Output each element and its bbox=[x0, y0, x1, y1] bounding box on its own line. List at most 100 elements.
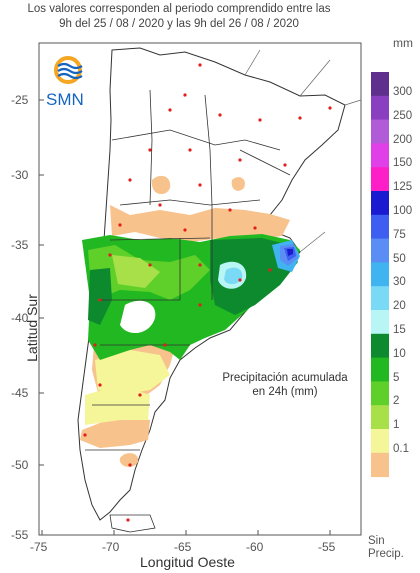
legend-swatch bbox=[371, 167, 389, 192]
rain-band-1mm bbox=[112, 255, 160, 288]
y-tick-label: -55 bbox=[11, 528, 29, 542]
station-dot bbox=[328, 106, 332, 110]
x-tick-label: -55 bbox=[318, 540, 336, 554]
station-dot bbox=[218, 113, 222, 117]
legend-label: 100 bbox=[393, 205, 413, 217]
station-dot bbox=[253, 226, 257, 230]
no-precip-line-2: Precip. bbox=[368, 548, 404, 560]
legend-swatch bbox=[371, 286, 389, 311]
station-dot bbox=[198, 183, 202, 187]
station-dot bbox=[283, 163, 287, 167]
station-dot bbox=[268, 268, 272, 272]
station-dot bbox=[183, 93, 187, 97]
rain-band-10mm-west bbox=[88, 268, 112, 325]
station-dot bbox=[198, 263, 202, 267]
station-dot bbox=[238, 278, 242, 282]
axis-ticks bbox=[39, 99, 331, 536]
x-tick-label: -60 bbox=[246, 540, 264, 554]
station-dot bbox=[238, 158, 242, 162]
station-dot bbox=[118, 223, 122, 227]
no-precip-area-central bbox=[110, 205, 290, 242]
no-precip-line-1: Sin bbox=[368, 535, 385, 547]
station-dot bbox=[168, 108, 172, 112]
legend-label: 5 bbox=[393, 371, 400, 384]
station-dot bbox=[298, 116, 302, 120]
y-tick-label: -45 bbox=[11, 386, 29, 400]
heavy-rain-100mm bbox=[287, 249, 293, 256]
legend-swatch bbox=[371, 262, 389, 287]
tierra-del-fuego bbox=[109, 514, 156, 533]
y-tick-label: -35 bbox=[11, 238, 29, 252]
legend-swatch bbox=[371, 95, 389, 121]
x-axis-label: Longitud Oeste bbox=[140, 554, 235, 570]
y-tick-label: -40 bbox=[11, 311, 29, 325]
station-dot bbox=[183, 228, 187, 232]
legend-swatch bbox=[371, 143, 389, 168]
x-tick-label: -75 bbox=[30, 540, 48, 554]
legend-swatch bbox=[371, 429, 389, 454]
legend-swatch bbox=[371, 405, 389, 430]
dry-patch-south bbox=[120, 300, 156, 334]
legend-label: 50 bbox=[393, 252, 406, 265]
legend-label: 125 bbox=[393, 181, 413, 194]
legend-swatch bbox=[371, 381, 389, 406]
y-axis-label: Latitud Sur bbox=[24, 294, 40, 362]
legend-swatch bbox=[371, 310, 389, 335]
no-precip-area-small bbox=[119, 453, 139, 467]
legend-label: 2 bbox=[393, 395, 400, 408]
legend-swatch bbox=[371, 191, 389, 216]
station-dot bbox=[93, 343, 97, 347]
y-tick-label: -25 bbox=[11, 93, 29, 107]
station-dot bbox=[228, 208, 232, 212]
annotation-line-2: en 24h (mm) bbox=[252, 386, 318, 398]
legend-unit: mm bbox=[393, 36, 413, 50]
station-dot bbox=[148, 263, 152, 267]
legend-label: 1 bbox=[393, 419, 400, 432]
station-dot bbox=[158, 203, 162, 207]
station-dot bbox=[198, 303, 202, 307]
station-dot bbox=[163, 343, 167, 347]
smn-logo bbox=[54, 56, 83, 84]
logo-sun-icon bbox=[54, 56, 82, 84]
legend-label: 30 bbox=[393, 276, 406, 289]
legend-swatch bbox=[371, 119, 389, 144]
station-dot bbox=[128, 178, 132, 182]
station-dot bbox=[258, 118, 262, 122]
no-precip-area-north-2 bbox=[231, 177, 245, 191]
legend-color-bar bbox=[371, 72, 389, 478]
legend-swatch bbox=[371, 72, 389, 97]
legend-label: 200 bbox=[393, 133, 413, 146]
station-dot bbox=[148, 148, 152, 152]
header-line-1: Los valores corresponden al periodo comp… bbox=[27, 3, 331, 15]
no-precip-label: Sin Precip. bbox=[368, 535, 404, 561]
legend-swatch bbox=[371, 357, 389, 382]
weather-stations bbox=[83, 63, 332, 522]
station-dot bbox=[126, 518, 130, 522]
station-dot bbox=[108, 253, 112, 257]
logo-text: SMN bbox=[46, 90, 84, 109]
header-line-2: 9h del 25 / 08 / 2020 y las 9h del 26 / … bbox=[59, 18, 299, 30]
light-rain-area-south bbox=[95, 350, 170, 395]
legend-swatch bbox=[371, 238, 389, 263]
province-borders bbox=[85, 89, 291, 451]
legend-label: 0.1 bbox=[393, 443, 409, 455]
no-precip-area-north-1 bbox=[151, 175, 171, 195]
legend-label: 150 bbox=[393, 157, 413, 170]
legend-label: 250 bbox=[393, 109, 413, 122]
annotation-line-1: Precipitación acumulada bbox=[222, 372, 348, 384]
y-tick-label: -50 bbox=[11, 458, 29, 472]
legend-label: 20 bbox=[393, 300, 406, 313]
station-dot bbox=[98, 298, 102, 302]
station-dot bbox=[188, 148, 192, 152]
y-tick-label: -30 bbox=[11, 168, 29, 182]
no-precip-area-patagonia bbox=[80, 415, 150, 448]
station-dot bbox=[128, 463, 132, 467]
station-dot bbox=[198, 63, 202, 67]
legend-swatch bbox=[371, 214, 389, 240]
station-dot bbox=[83, 433, 87, 437]
x-tick-label: -65 bbox=[174, 540, 192, 554]
neighbour-borders bbox=[244, 49, 362, 253]
station-dot bbox=[98, 383, 102, 387]
legend-swatch bbox=[371, 333, 389, 359]
